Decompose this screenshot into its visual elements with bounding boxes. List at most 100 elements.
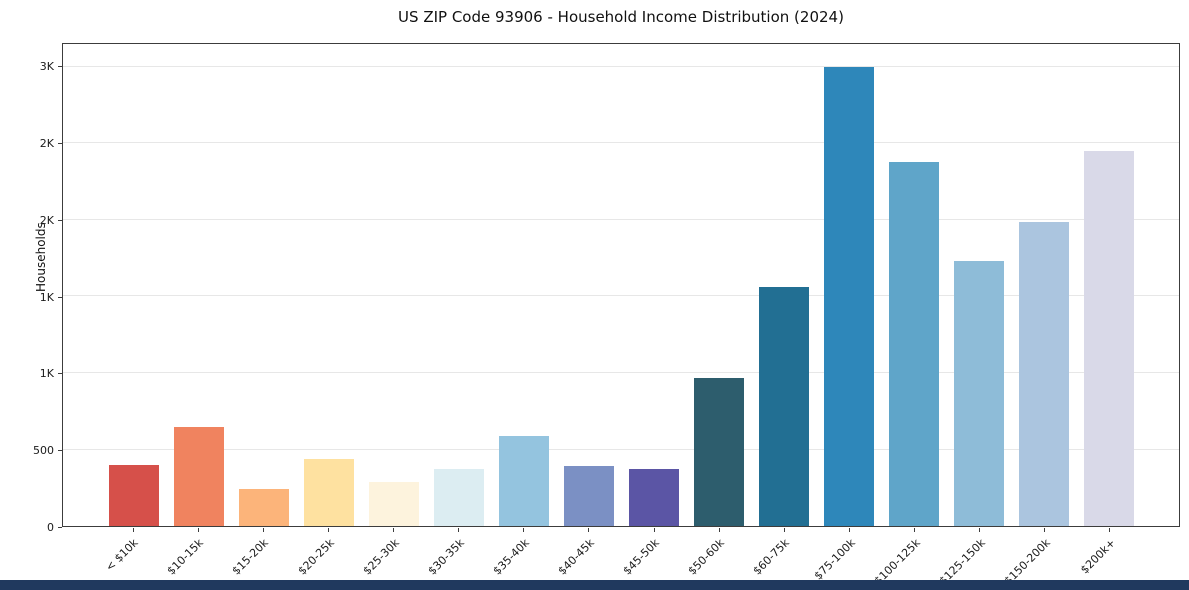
x-tick-label: $45-50k: [620, 536, 663, 578]
bar-15: [1018, 222, 1069, 526]
x-label-slot: $150-200k: [1002, 528, 1077, 587]
x-tick-label: $60-75k: [751, 536, 793, 578]
bar-3: [238, 488, 289, 526]
bar-8: [563, 466, 614, 526]
x-label-slot: $30-35k: [425, 528, 491, 586]
x-label-slot: $25-30k: [360, 528, 426, 586]
y-tick-mark: [58, 66, 62, 68]
bar-slot: [946, 44, 1011, 526]
bar-5: [368, 482, 419, 526]
x-tick-label: $75-100k: [811, 536, 858, 583]
bar-slot: [166, 44, 231, 526]
bar-slot: [1011, 44, 1076, 526]
x-tick-mark: [523, 528, 525, 532]
x-label-slot: $20-25k: [295, 528, 360, 586]
x-label-slot: < $10k: [100, 528, 165, 586]
x-tick-label: $50-60k: [685, 536, 728, 578]
bar-slot: [101, 44, 166, 526]
x-label-slot: $60-75k: [751, 528, 816, 586]
y-tick-label: 2K: [39, 213, 54, 227]
y-tick-mark: [58, 219, 62, 221]
x-tick-label: $15-20k: [230, 536, 272, 578]
gridline: [63, 142, 1179, 144]
x-label-slot: $10-15k: [165, 528, 230, 586]
bar-slot: [231, 44, 296, 526]
y-tick-mark: [58, 450, 62, 452]
gridline: [63, 65, 1179, 67]
bar-slot: [556, 44, 621, 526]
bar-slot: [686, 44, 751, 526]
x-tick-mark: [132, 528, 134, 532]
y-tick-label: 0: [47, 521, 54, 534]
bar-slot: [621, 44, 686, 526]
bar-slot: [881, 44, 946, 526]
bar-14: [953, 261, 1004, 526]
y-tick-label: 500: [33, 444, 54, 458]
x-tick-mark: [197, 528, 199, 532]
gridline: [63, 371, 1179, 373]
bar-6: [433, 468, 484, 526]
x-tick-mark: [718, 528, 720, 532]
gridline: [63, 295, 1179, 297]
chart-title: US ZIP Code 93906 - Household Income Dis…: [398, 8, 844, 26]
bar-1: [108, 464, 159, 526]
gridline: [63, 218, 1179, 220]
bar-slot: [296, 44, 361, 526]
x-label-slot: $75-100k: [811, 528, 881, 586]
bar-2: [173, 426, 224, 526]
bar-13: [888, 161, 939, 526]
bar-7: [498, 435, 549, 526]
x-label-slot: $40-45k: [556, 528, 621, 586]
plot-area: [62, 43, 1180, 527]
x-tick-mark: [1044, 528, 1046, 532]
x-tick-label: $40-45k: [555, 536, 597, 578]
bar-slot: [361, 44, 426, 526]
x-tick-mark: [393, 528, 395, 532]
x-tick-mark: [458, 528, 460, 532]
bars-row: [63, 44, 1179, 526]
bar-11: [758, 287, 809, 526]
y-tick-label: 1K: [39, 290, 54, 304]
x-tick-label: $30-35k: [425, 536, 467, 578]
bar-slot: [1076, 44, 1141, 526]
y-axis-label: Households: [33, 222, 48, 292]
x-label-slot: $125-150k: [937, 528, 1012, 587]
x-label-slot: $15-20k: [230, 528, 295, 586]
x-label-slot: $200k+: [1077, 528, 1142, 586]
x-label-slot: $50-60k: [686, 528, 751, 586]
bottom-bar: [0, 580, 1189, 590]
y-tick-mark: [58, 296, 62, 298]
x-tick-mark: [327, 528, 329, 532]
x-tick-mark: [914, 528, 916, 532]
bar-slot: [491, 44, 556, 526]
x-tick-mark: [262, 528, 264, 532]
x-label-slot: $45-50k: [621, 528, 686, 586]
bar-16: [1083, 151, 1134, 526]
bar-9: [628, 469, 679, 526]
x-tick-mark: [653, 528, 655, 532]
x-tick-mark: [848, 528, 850, 532]
bar-4: [303, 458, 354, 526]
x-tick-label: $10-15k: [164, 536, 207, 578]
x-label-slot: $100-125k: [871, 528, 947, 587]
x-tick-label: $35-40k: [490, 536, 532, 578]
bar-slot: [426, 44, 491, 526]
y-tick-mark: [58, 142, 62, 144]
x-label-slot: $35-40k: [491, 528, 556, 586]
x-tick-label: < $10k: [103, 536, 142, 574]
bar-slot: [751, 44, 816, 526]
x-tick-mark: [783, 528, 785, 532]
x-tick-label: $200k+: [1077, 536, 1118, 577]
y-tick-mark: [58, 373, 62, 375]
y-tick-mark: [58, 527, 62, 528]
bar-slot: [816, 44, 881, 526]
y-tick-label: 1K: [39, 367, 54, 381]
y-tick-label: 3K: [39, 60, 54, 74]
bar-12: [823, 66, 874, 526]
x-tick-mark: [979, 528, 981, 532]
x-tick-label: $25-30k: [360, 536, 402, 578]
x-tick-label: $20-25k: [295, 536, 337, 578]
x-axis-labels: < $10k $10-15k $15-20k $20-25k $25-30k $30-35…: [62, 528, 1180, 587]
bar-10: [693, 377, 744, 526]
